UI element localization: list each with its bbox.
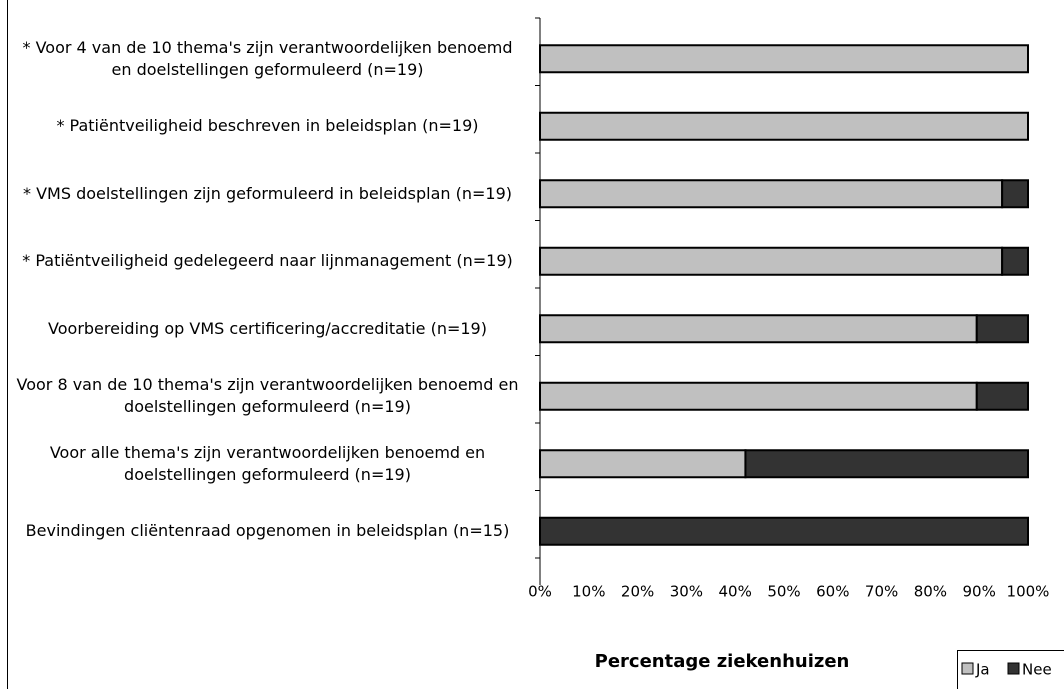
- legend-swatch: [1007, 662, 1020, 675]
- frame: [7, 0, 8, 689]
- bar-segment: [975, 381, 1030, 411]
- category-label: * VMS doelstellingen zijn geformuleerd i…: [22, 183, 513, 203]
- x-tick-label: 60%: [816, 583, 849, 601]
- bar-segment: [539, 381, 978, 411]
- x-tick-label: 80%: [914, 583, 947, 601]
- x-tick-label: 70%: [865, 583, 898, 601]
- x-tick-label: 100%: [1007, 583, 1050, 601]
- bar-segment: [975, 314, 1030, 344]
- category-label: Voor alle thema's zijn verantwoordelijke…: [49, 442, 486, 484]
- bar-segment: [539, 449, 747, 479]
- category-label: Bevindingen cliëntenraad opgenomen in be…: [25, 521, 510, 541]
- bar-segment: [1001, 246, 1029, 276]
- bar-segment: [539, 516, 1029, 546]
- bar-segment: [1001, 179, 1029, 209]
- x-tick-label: 20%: [621, 583, 654, 601]
- x-tick-label: 90%: [963, 583, 996, 601]
- category-label: Voorbereiding op VMS certificering/accre…: [48, 318, 487, 338]
- x-tick-label: 50%: [767, 583, 800, 601]
- category-label: Voor 8 van de 10 thema's zijn verantwoor…: [16, 375, 519, 417]
- bar-segment: [539, 111, 1029, 141]
- x-axis-label: Percentage ziekenhuizen: [595, 651, 850, 672]
- legend-label: Nee: [1022, 661, 1052, 679]
- x-tick-label: 10%: [572, 583, 605, 601]
- bar-segment: [744, 449, 1029, 479]
- legend-swatch: [961, 662, 974, 675]
- bar-segment: [539, 314, 978, 344]
- x-tick-label: 40%: [719, 583, 752, 601]
- category-label: * Patiëntveiligheid beschreven in beleid…: [56, 116, 479, 136]
- x-tick-label: 0%: [528, 583, 552, 601]
- bar-segment: [539, 246, 1004, 276]
- category-label: * Voor 4 van de 10 thema's zijn verantwo…: [22, 37, 513, 79]
- legend-label: Ja: [975, 661, 990, 679]
- bar-segment: [539, 44, 1029, 74]
- bar-segment: [539, 179, 1004, 209]
- category-label: * Patiëntveiligheid gedelegeerd naar lij…: [22, 251, 513, 271]
- x-tick-label: 30%: [670, 583, 703, 601]
